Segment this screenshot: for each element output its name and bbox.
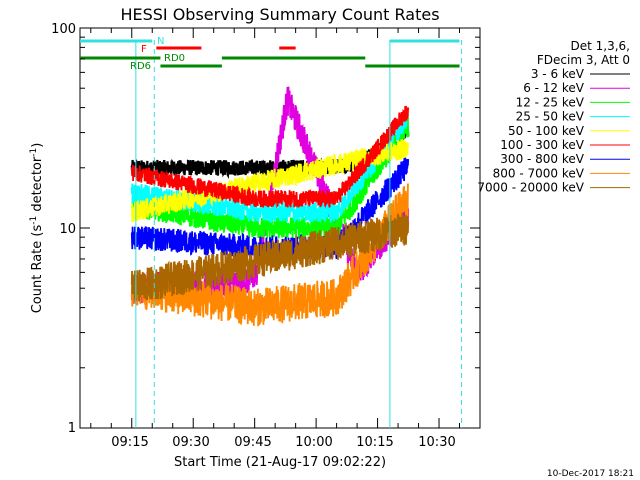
legend-label-8: 7000 - 20000 keV — [477, 181, 584, 195]
legend-header-line2: FDecim 3, Att 0 — [537, 53, 630, 67]
x-tick-0915: 09:15 — [111, 435, 148, 450]
axis-ticks — [80, 27, 481, 429]
x-tick-1015: 10:15 — [356, 435, 393, 450]
legend-label-6: 300 - 800 keV — [500, 152, 584, 166]
x-tick-1030: 10:30 — [418, 435, 455, 450]
legend-label-2: 12 - 25 keV — [516, 95, 585, 109]
y-axis-label: Count Rate (s-1 detector-1) — [29, 143, 45, 314]
series-line-5 — [130, 105, 410, 209]
series-line-8 — [130, 212, 410, 304]
legend-label-3: 25 - 50 keV — [516, 110, 585, 124]
y-tick-1: 1 — [68, 421, 76, 436]
flag-label-f: F — [141, 44, 147, 55]
x-tick-0945: 09:45 — [234, 435, 271, 450]
x-axis-label: Start Time (21-Aug-17 09:02:22) — [174, 455, 386, 470]
y-tick-100: 100 — [51, 22, 76, 37]
flag-label-rd0: RD0 — [164, 53, 185, 64]
y-label-sup1: -1 — [29, 216, 39, 225]
flag-label-n: N — [157, 36, 164, 47]
time-marker-lines — [135, 40, 463, 428]
data-series-layer — [130, 86, 410, 327]
y-label-part1: Count Rate (s — [30, 225, 45, 314]
x-tick-1000: 10:00 — [295, 435, 332, 450]
date-stamp: 10-Dec-2017 18:21 — [547, 469, 634, 479]
legend-label-4: 50 - 100 keV — [508, 124, 585, 138]
chart-title: HESSI Observing Summary Count Rates — [120, 5, 439, 24]
y-label-part2: detector — [30, 156, 45, 216]
legend-label-0: 3 - 6 keV — [531, 67, 585, 81]
flag-label-rd6: RD6 — [130, 61, 151, 72]
y-tick-10: 10 — [59, 222, 76, 237]
legend-label-7: 800 - 7000 keV — [493, 166, 585, 180]
flag-bars-layer — [80, 39, 460, 68]
series-line-4 — [130, 139, 410, 223]
x-tick-0930: 09:30 — [172, 435, 209, 450]
series-line-7 — [130, 183, 410, 327]
legend-header-line1: Det 1,3,6, — [571, 39, 631, 53]
legend-label-5: 100 - 300 keV — [500, 138, 584, 152]
legend-label-1: 6 - 12 keV — [523, 81, 585, 95]
y-label-part3: ) — [30, 143, 45, 148]
y-label-sup2: -1 — [29, 148, 39, 157]
series-line-6 — [130, 157, 410, 260]
